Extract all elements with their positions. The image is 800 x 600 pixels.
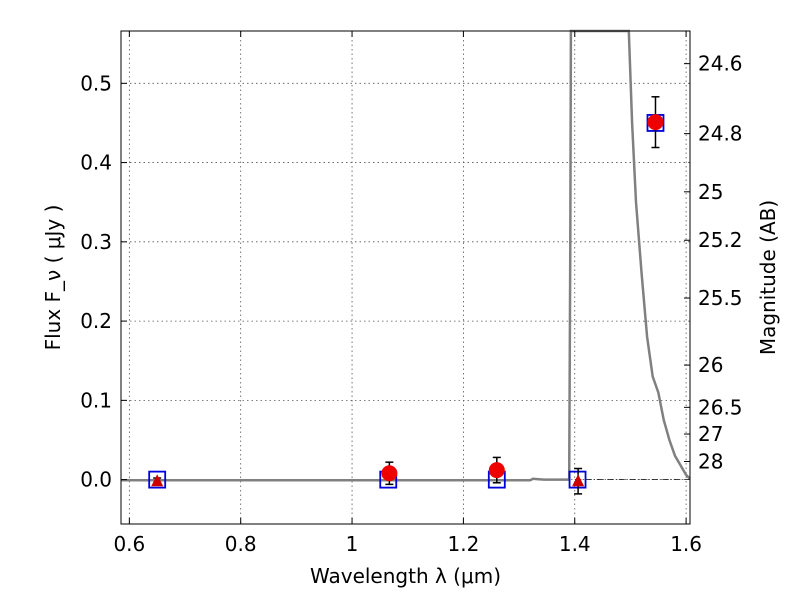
right-axis-tick-label: 24.8 bbox=[698, 122, 743, 146]
y-tick-label: 0.4 bbox=[80, 151, 112, 175]
circle-marker bbox=[488, 462, 505, 479]
right-axis-tick-label: 25 bbox=[698, 180, 723, 204]
y-axis-label: Flux F_ν ( μJy ) bbox=[41, 205, 65, 351]
model-curve-layer bbox=[121, 29, 691, 482]
y-tick-label: 0.1 bbox=[80, 388, 112, 412]
square-marker bbox=[148, 470, 167, 489]
right-axis-tick-label: 25.5 bbox=[698, 286, 743, 310]
x-tick-label: 1 bbox=[346, 532, 359, 556]
right-axis-tick-label: 26.5 bbox=[698, 395, 743, 419]
model-sed-curve bbox=[121, 29, 691, 482]
triangle-marker bbox=[151, 474, 164, 487]
triangle-marker bbox=[572, 474, 585, 487]
right-axis-tick-label: 26 bbox=[698, 353, 723, 377]
y-tick-label: 0.5 bbox=[80, 71, 112, 95]
right-axis-tick-label: 27 bbox=[698, 422, 723, 446]
circle-marker bbox=[381, 465, 398, 482]
y-tick-label: 0.3 bbox=[80, 230, 112, 254]
x-axis-label: Wavelength λ (μm) bbox=[310, 564, 501, 588]
plot-frame bbox=[120, 30, 691, 525]
right-axis-label: Magnitude (AB) bbox=[756, 200, 780, 355]
y-tick-label: 0.2 bbox=[80, 309, 112, 333]
y-tick-label: 0.0 bbox=[80, 468, 112, 492]
ticks-layer: 0.6 0.8 1 1.2 1.4 1.6 0.0 0.1 0.2 0.3 0.4 0.5 24.6 24… bbox=[80, 31, 743, 556]
x-tick-label: 1.4 bbox=[559, 532, 591, 556]
circle-marker bbox=[647, 114, 664, 131]
x-tick-label: 1.2 bbox=[447, 532, 479, 556]
right-axis-tick-label: 25.2 bbox=[698, 228, 743, 252]
grid-layer bbox=[121, 31, 690, 524]
data-markers-layer bbox=[148, 96, 665, 495]
right-axis-tick-label: 28 bbox=[698, 449, 723, 473]
x-tick-label: 1.6 bbox=[670, 532, 702, 556]
right-axis-tick-label: 24.6 bbox=[698, 52, 743, 76]
x-tick-label: 0.6 bbox=[113, 532, 145, 556]
x-tick-label: 0.8 bbox=[225, 532, 257, 556]
